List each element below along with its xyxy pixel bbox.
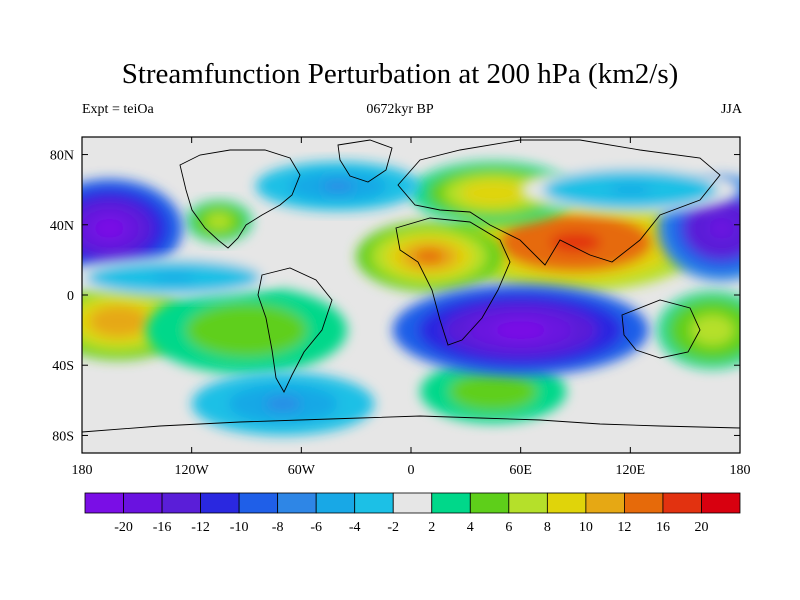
experiment-label: Expt = teiOa <box>82 102 154 117</box>
lon-tick-label: 120W <box>175 463 210 478</box>
field-feature <box>82 179 183 278</box>
lat-tick-label: 40S <box>52 359 74 374</box>
lon-tick-label: 60E <box>509 463 532 478</box>
colorbar-swatch <box>238 492 279 514</box>
colorbar-swatch <box>392 492 433 514</box>
field-feature <box>420 359 567 424</box>
field-feature <box>191 372 375 436</box>
lat-tick-label: 80N <box>50 149 74 164</box>
field-contour <box>151 273 196 282</box>
lat-tick-label: 0 <box>67 289 74 304</box>
lon-tick-label: 60W <box>288 463 316 478</box>
colorbar-label: 8 <box>544 520 551 535</box>
field-contour <box>549 232 602 253</box>
colorbar-swatch <box>624 492 664 514</box>
colorbar-label: -4 <box>349 520 361 535</box>
coastline-north-america <box>179 149 301 249</box>
plot-title: Streamfunction Perturbation at 200 hPa (… <box>121 58 679 90</box>
field-feature <box>186 200 252 243</box>
colorbar-label: -12 <box>191 520 210 535</box>
field-feature <box>82 256 284 299</box>
colorbar-label: -8 <box>272 520 284 535</box>
colorbar: -20 -16 -12 -10 -8 -6 -4 -2 2 4 6 8 10 12 16 20 <box>84 492 741 535</box>
colorbar-label: 6 <box>505 520 512 535</box>
coastline-africa <box>395 217 511 346</box>
colorbar-label: -16 <box>153 520 172 535</box>
colorbar-label: 20 <box>694 520 708 535</box>
colorbar-label: 12 <box>617 520 631 535</box>
field-contour <box>226 321 267 339</box>
lon-tick-label: 180 <box>730 463 751 478</box>
field-feature <box>447 193 704 292</box>
field-contour <box>94 218 125 239</box>
time-label: 0672kyr BP <box>366 102 434 117</box>
colorbar-label: 4 <box>467 520 474 535</box>
field-feature <box>411 161 576 225</box>
field-contour <box>414 249 444 264</box>
colorbar-swatch <box>354 492 394 514</box>
colorbar-swatch <box>84 492 124 514</box>
colorbar-swatch <box>315 492 356 514</box>
colorbar-label: -6 <box>310 520 322 535</box>
field-feature <box>520 165 740 215</box>
colorbar-swatch <box>200 492 240 514</box>
lon-tick-label: 120E <box>616 463 646 478</box>
lon-tick-label: 180 <box>72 463 93 478</box>
colorbar-swatch <box>161 492 201 514</box>
colorbar-swatch <box>508 492 548 514</box>
field-feature <box>657 291 740 369</box>
coastline-eurasia <box>397 139 721 266</box>
coastline-greenland <box>337 139 393 183</box>
field-feature <box>145 286 348 374</box>
field-contour <box>708 217 735 239</box>
field-contour <box>476 186 510 200</box>
colorbar-swatch <box>123 492 163 514</box>
field-contour <box>495 320 547 340</box>
coastlines <box>82 139 740 433</box>
colorbar-swatch <box>277 492 317 514</box>
streamfunction-field <box>82 161 740 436</box>
colorbar-swatch <box>701 492 741 514</box>
lat-tick-label: 80S <box>52 429 74 444</box>
field-feature <box>356 221 503 292</box>
colorbar-label: 10 <box>579 520 593 535</box>
field-contour <box>264 397 302 411</box>
lon-tick-label: 0 <box>408 463 415 478</box>
field-feature <box>392 284 649 376</box>
colorbar-label: 16 <box>656 520 670 535</box>
coastline-south-america <box>257 267 333 393</box>
colorbar-label: 2 <box>428 520 435 535</box>
colorbar-swatch <box>469 492 510 514</box>
colorbar-label: -20 <box>114 520 133 535</box>
lat-tick-label: 40N <box>50 219 74 234</box>
field-feature <box>255 161 421 211</box>
colorbar-swatch <box>546 492 587 514</box>
coastline-australia <box>621 299 701 359</box>
colorbar-swatch <box>431 492 471 514</box>
colorbar-label: -2 <box>387 520 399 535</box>
colorbar-swatch <box>662 492 702 514</box>
field-contour <box>103 313 134 330</box>
coastline-antarctica <box>82 415 740 433</box>
colorbar-swatch <box>585 492 625 514</box>
field-contour <box>212 217 226 226</box>
field-contour <box>321 181 355 192</box>
field-contour <box>478 385 508 398</box>
field-contour <box>701 322 724 338</box>
map-axes: 180 120W 60W 0 60E 120E 180 80N 40N 0 40S 80S <box>50 137 751 478</box>
field-contour <box>608 184 653 195</box>
colorbar-label: -10 <box>230 520 249 535</box>
season-label: JJA <box>720 102 742 117</box>
